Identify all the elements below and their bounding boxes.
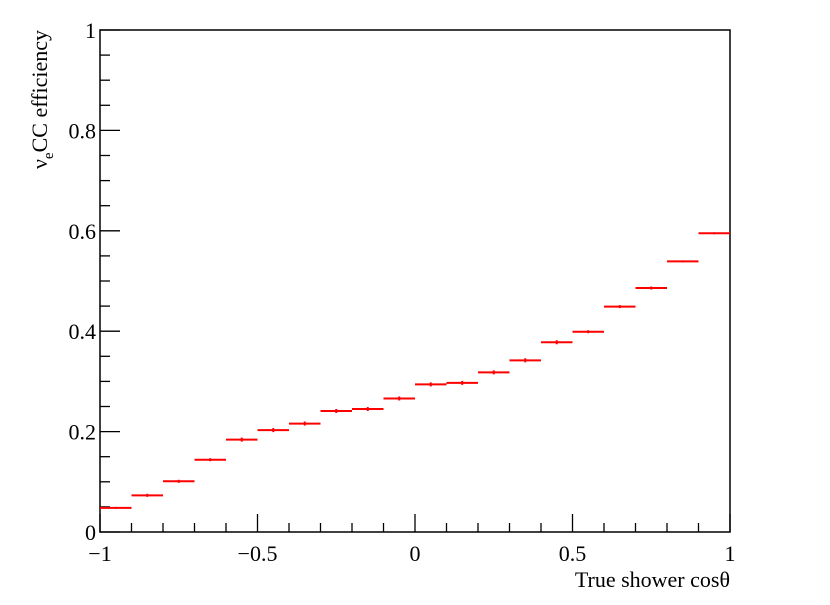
data-point <box>289 422 321 426</box>
data-points <box>100 232 730 509</box>
y-axis-title-rest: CC efficiency <box>27 30 52 152</box>
x-tick-label: −0.5 <box>238 541 278 566</box>
data-point <box>667 260 699 262</box>
y-axis-tick-labels: 0 0.2 0.4 0.6 0.8 1 <box>69 18 97 545</box>
x-tick-label: 1 <box>725 541 736 566</box>
y-tick-label: 0.2 <box>69 420 97 445</box>
data-point <box>384 396 416 400</box>
data-point <box>163 480 195 483</box>
data-point <box>510 358 542 362</box>
data-point <box>352 407 384 411</box>
data-point <box>321 409 353 413</box>
plot-frame-group <box>100 30 730 532</box>
data-point <box>226 438 258 442</box>
data-point <box>415 382 447 386</box>
data-point <box>478 370 510 374</box>
y-axis-title: νeCC efficiency <box>27 30 57 169</box>
data-point <box>541 340 573 344</box>
y-tick-label: 0.8 <box>69 118 97 143</box>
data-point <box>100 507 132 509</box>
y-axis-ticks <box>100 30 120 532</box>
y-tick-label: 0.4 <box>69 319 97 344</box>
data-point <box>636 287 668 290</box>
data-point <box>699 232 731 234</box>
y-tick-label: 0 <box>85 520 96 545</box>
x-axis-title: True shower cosθ <box>575 567 730 592</box>
x-axis-ticks <box>100 514 730 532</box>
data-point <box>195 458 227 461</box>
y-tick-label: 0.6 <box>69 219 97 244</box>
x-tick-label: 0 <box>410 541 421 566</box>
data-point <box>573 330 605 333</box>
y-axis-title-symbol: ν <box>27 159 52 169</box>
x-axis-tick-labels: −1 −0.5 0 0.5 1 <box>88 541 735 566</box>
y-tick-label: 1 <box>85 18 96 43</box>
data-point <box>447 381 479 385</box>
data-point <box>132 494 164 497</box>
plot-frame <box>100 30 730 532</box>
x-tick-label: 0.5 <box>559 541 587 566</box>
data-point <box>258 428 290 432</box>
data-point <box>604 305 636 308</box>
